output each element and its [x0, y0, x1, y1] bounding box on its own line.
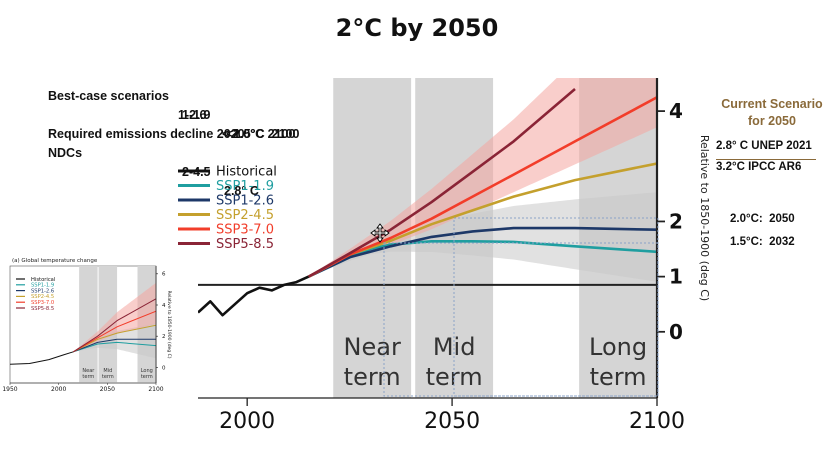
plot-area	[198, 78, 657, 317]
inset-title: (a) Global temperature change	[12, 258, 98, 264]
notes-label: NDCs	[48, 146, 83, 160]
notes-label: Best-case scenarios	[48, 89, 169, 103]
move-cursor-arrows	[370, 223, 390, 243]
scenario-notes: Best-case scenarios 1-1.9 <1.5°C 2100 1-…	[48, 68, 299, 198]
unep-estimate: 2.8° C UNEP 2021	[716, 140, 812, 152]
legend: HistoricalSSP1-1.9SSP1-2.6SSP2-4.5SSP3-7…	[16, 277, 55, 312]
x-tick-label: 2100	[629, 409, 685, 434]
notes-row-3: Required emissions decline 2020	[48, 106, 245, 141]
x-tick-label: 2100	[148, 386, 163, 393]
legend-label: SSP1-2.6	[31, 288, 54, 294]
period-label: Mid	[103, 368, 112, 374]
series-line	[308, 226, 657, 278]
move-cursor-icon	[370, 223, 390, 243]
notes-row-1: Best-case scenarios 1-1.9 <1.5°C 2100	[48, 68, 299, 141]
notes-ssp: 1-2.6	[178, 108, 207, 122]
y-tick-label: 4	[162, 303, 166, 309]
series-line	[10, 351, 74, 365]
period-label: term	[102, 374, 114, 380]
y-axis-label: Relative to 1850-1900 (deg C)	[698, 135, 711, 301]
period-band	[79, 266, 98, 383]
period-label: term	[82, 374, 94, 380]
notes-row-4: NDCs 2-4.5 2.8° C	[48, 125, 259, 198]
y-tick-label: 2	[162, 334, 166, 340]
period-label: term	[590, 363, 647, 391]
series-line	[73, 324, 156, 353]
notes-value: <1.5°C 2100	[226, 127, 300, 141]
ipcc-estimate: 3.2°C IPCC AR6	[716, 161, 802, 173]
y-tick-label: 6	[162, 272, 166, 278]
series-line	[73, 310, 156, 353]
legend-label: SSP2-4.5	[31, 294, 54, 300]
series-line	[198, 275, 310, 317]
series-line	[73, 341, 156, 353]
legend-label: SSP5-8.5	[31, 306, 54, 312]
period-label: Near	[82, 368, 95, 374]
period-label: Long	[141, 368, 153, 374]
uncertainty-shading	[73, 282, 156, 352]
series-line	[73, 338, 156, 353]
y-tick-label: 4	[669, 99, 683, 123]
series-line	[73, 298, 156, 353]
current-scenario-title-line1: Current Scenario	[721, 97, 823, 111]
plot-area	[10, 282, 156, 365]
x-tick-label: 2000	[51, 386, 66, 393]
notes-value: < 2.0°C 2100	[222, 127, 296, 141]
legend-label: SSP5-8.5	[216, 237, 274, 252]
slide-title: 2°C by 2050	[335, 14, 499, 42]
current-scenario-title: Current Scenario for 2050	[712, 96, 832, 130]
legend-label: SSP1-1.9	[216, 179, 274, 194]
legend-label: SSP3-7.0	[216, 223, 274, 238]
uncertainty-shading	[308, 192, 657, 282]
legend-label: Historical	[216, 165, 277, 180]
threshold-2c: 2.0°C: 2050	[730, 213, 795, 225]
period-label: term	[344, 363, 401, 391]
divider-line	[716, 159, 816, 160]
x-tick-label: 2050	[100, 386, 115, 393]
period-label: Long	[589, 333, 647, 361]
x-tick-label: 1950	[2, 386, 17, 393]
legend-label: Historical	[31, 277, 55, 283]
notes-value: 2.8° C	[224, 184, 259, 198]
legend-label: SSP2-4.5	[216, 208, 274, 223]
series-line	[308, 88, 576, 278]
selection-box	[453, 217, 659, 397]
series-line	[308, 96, 657, 278]
y-axis-label: Relative to 1850-1900 (deg C)	[166, 290, 172, 358]
notes-ssp: 1-1.9	[182, 108, 211, 122]
legend-label: SSP1-1.9	[31, 283, 54, 289]
notes-row-2: 1-2.6 < 2.0°C 2100	[48, 87, 295, 141]
period-label: Near	[344, 333, 401, 361]
current-scenario-title-line2: for 2050	[748, 114, 796, 128]
x-tick-label: 2000	[219, 409, 275, 434]
y-tick-label: 1	[669, 265, 683, 289]
y-tick-label: 0	[162, 365, 166, 371]
period-label: term	[141, 374, 153, 380]
uncertainty-shading	[73, 323, 156, 359]
legend-label: SSP3-7.0	[31, 300, 54, 306]
x-tick-label: 2050	[424, 409, 480, 434]
legend-label: SSP1-2.6	[216, 194, 274, 209]
legend: HistoricalSSP1-1.9SSP1-2.6SSP2-4.5SSP3-7…	[178, 165, 277, 252]
threshold-15c: 1.5°C: 2032	[730, 236, 795, 248]
selection-box	[383, 242, 659, 397]
y-tick-label: 0	[669, 320, 683, 344]
notes-label: Required emissions decline 2020	[48, 127, 245, 141]
y-tick-label: 2	[669, 209, 683, 233]
